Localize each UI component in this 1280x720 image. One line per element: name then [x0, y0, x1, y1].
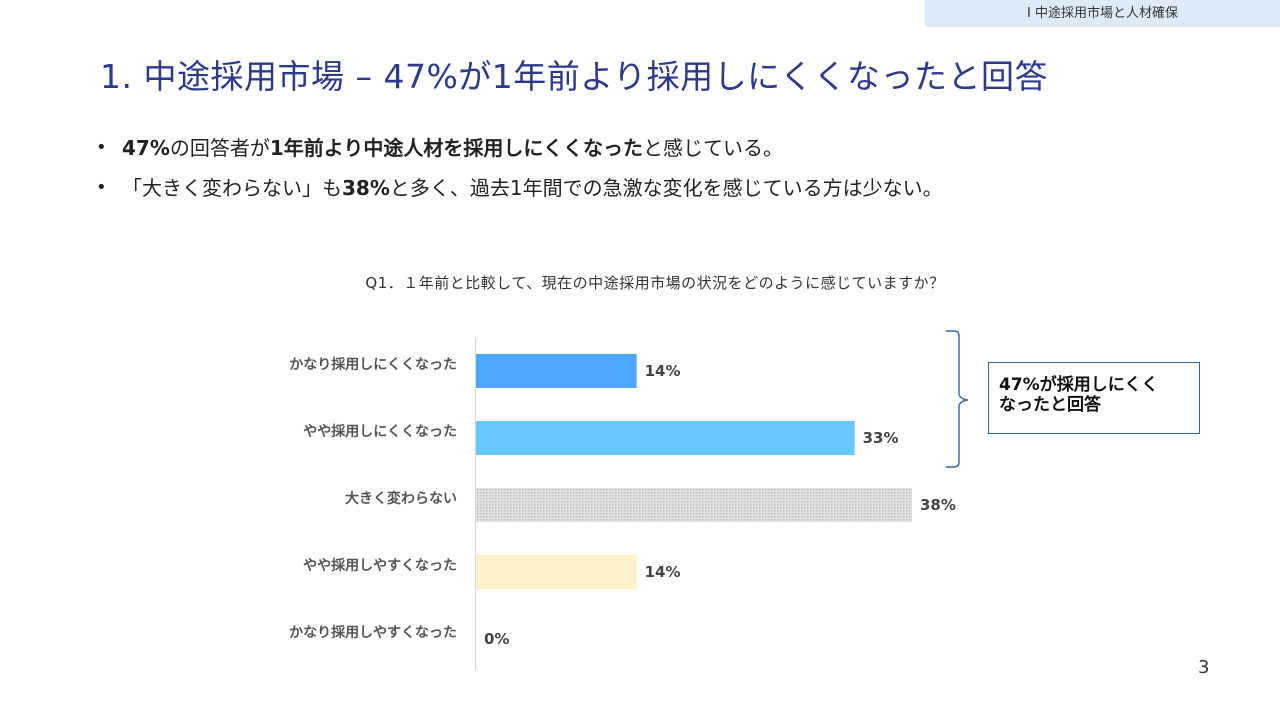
bullet-1-text-a: の回答者が — [169, 136, 270, 160]
data-label: 38% — [920, 496, 956, 514]
callout-line-1: 47%が採用しにくく — [999, 375, 1159, 395]
category-label: やや採用しやすくなった — [303, 557, 457, 574]
bullet-1-bold-percent: 47% — [122, 136, 170, 160]
bullet-item-2: • 「大きく変わらない」も38%と多く、過去1年間での急激な変化を感じている方は少… — [96, 168, 943, 208]
bullet-list: • 47%の回答者が1年前より中途人材を採用しにくくなったと感じている。 • 「大き… — [96, 128, 943, 208]
page-number: 3 — [1198, 657, 1210, 678]
category-label: かなり採用しやすくなった — [289, 624, 457, 641]
callout-line-2: なったと回答 — [999, 395, 1101, 415]
data-label: 14% — [645, 563, 681, 581]
data-label: 0% — [484, 630, 509, 648]
page-title: 1. 中途採用市場 – 47%が1年前より採用しにくくなったと回答 — [100, 57, 1048, 96]
bar-1 — [476, 354, 637, 388]
callout-box: 47%が採用しにくく なったと回答 — [988, 362, 1200, 434]
bullet-marker: • — [96, 137, 107, 158]
bracket-icon — [946, 330, 969, 468]
bullet-1-text-b: と感じている。 — [643, 136, 783, 160]
bullet-marker: • — [96, 177, 107, 198]
category-label: やや採用しにくくなった — [303, 423, 457, 440]
bullet-2-text-a: 「大きく変わらない」も — [122, 176, 342, 200]
bar-2 — [476, 421, 855, 455]
bullet-2-bold-percent: 38% — [342, 176, 390, 200]
bullet-item-1: • 47%の回答者が1年前より中途人材を採用しにくくなったと感じている。 — [96, 128, 943, 168]
bar-4 — [476, 555, 637, 589]
category-label: 大きく変わらない — [345, 490, 457, 507]
bar-3 — [476, 488, 912, 522]
bullet-2-text-b: と多く、過去1年間での急激な変化を感じている方は少ない。 — [389, 176, 943, 200]
category-label: かなり採用しにくくなった — [289, 356, 457, 373]
data-label: 14% — [645, 362, 681, 380]
bullet-1-bold-phrase: 1年前より中途人材を採用しにくくなった — [269, 136, 643, 160]
data-label: 33% — [863, 429, 899, 447]
section-tag: I 中途採用市場と人材確保 — [925, 0, 1280, 27]
chart-title: Q1．１年前と比較して、現在の中途採用市場の状況をどのように感じていますか？ — [365, 274, 945, 292]
